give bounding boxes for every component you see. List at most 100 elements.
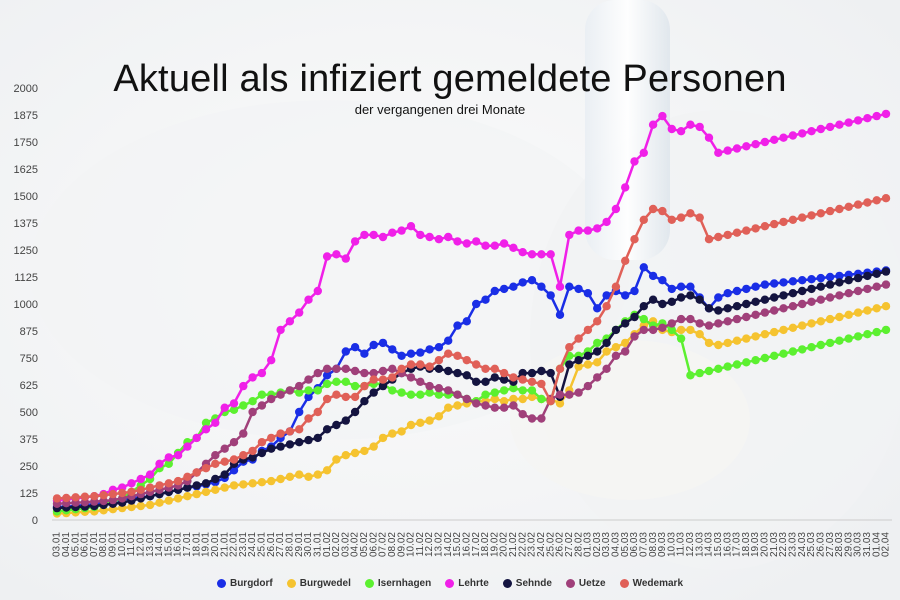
data-point-lehrte	[341, 254, 350, 263]
data-point-burgwedel	[751, 332, 760, 341]
data-point-burgdorf	[295, 407, 304, 417]
data-point-burgwedel	[732, 336, 742, 345]
data-point-burgwedel	[611, 343, 621, 352]
data-point-lehrte	[444, 232, 453, 242]
data-point-wedemark	[602, 302, 611, 311]
data-point-wedemark	[667, 215, 676, 224]
data-point-lehrte	[881, 109, 891, 119]
legend-label: Wedemark	[632, 578, 684, 589]
data-point-uetze	[723, 317, 732, 326]
data-point-isernhagen	[229, 405, 239, 414]
data-point-wedemark	[788, 215, 798, 224]
data-point-wedemark	[518, 375, 527, 384]
data-point-uetze	[853, 286, 863, 296]
data-point-sehnde	[583, 351, 593, 360]
data-point-wedemark	[630, 235, 639, 244]
data-point-lehrte	[136, 474, 145, 484]
x-tick-label: 31.01	[312, 532, 323, 557]
data-point-lehrte	[658, 111, 667, 121]
data-point-isernhagen	[770, 351, 779, 360]
data-point-burgwedel	[574, 362, 583, 371]
data-point-uetze	[332, 364, 341, 373]
data-point-uetze	[369, 368, 378, 378]
data-point-uetze	[239, 429, 248, 438]
data-point-lehrte	[472, 237, 481, 246]
data-point-lehrte	[416, 230, 425, 240]
data-point-burgdorf	[518, 278, 527, 287]
data-point-uetze	[285, 386, 295, 395]
data-point-lehrte	[751, 140, 760, 149]
x-tick-label: 25.03	[806, 532, 817, 557]
data-point-lehrte	[509, 243, 518, 252]
data-point-burgdorf	[676, 282, 686, 291]
legend-item-lehrte: Lehrte	[445, 578, 489, 589]
data-point-uetze	[499, 403, 509, 412]
x-tick-label: 08.03	[648, 532, 659, 557]
data-point-burgwedel	[593, 358, 602, 367]
data-point-uetze	[462, 394, 471, 404]
data-point-uetze	[751, 310, 760, 319]
y-tick-label: 1250	[14, 245, 38, 257]
data-point-burgdorf	[360, 349, 369, 358]
data-point-burgwedel	[555, 399, 565, 408]
data-point-wedemark	[52, 494, 62, 503]
data-point-burgwedel	[285, 472, 295, 481]
data-point-lehrte	[825, 122, 835, 132]
x-tick-label: 17.02	[471, 532, 482, 557]
x-tick-label: 19.03	[750, 532, 761, 557]
data-point-lehrte	[164, 453, 173, 462]
data-point-uetze	[322, 364, 332, 373]
data-point-lehrte	[388, 228, 397, 237]
x-tick-label: 02.03	[592, 532, 603, 557]
data-point-isernhagen	[350, 381, 360, 391]
data-point-lehrte	[211, 418, 220, 427]
data-point-burgdorf	[322, 371, 332, 380]
data-point-isernhagen	[425, 388, 434, 397]
data-point-wedemark	[779, 217, 788, 227]
data-point-sehnde	[807, 284, 816, 294]
x-tick-label: 11.01	[126, 532, 137, 557]
data-point-burgdorf	[742, 284, 751, 294]
data-point-burgwedel	[490, 394, 499, 404]
data-point-lehrte	[583, 226, 593, 235]
data-point-uetze	[714, 319, 723, 328]
data-point-burgwedel	[425, 416, 434, 425]
data-point-burgwedel	[173, 494, 183, 503]
data-point-uetze	[621, 347, 630, 356]
data-point-burgdorf	[621, 291, 630, 300]
legend-swatch	[286, 579, 296, 588]
data-point-uetze	[453, 390, 462, 399]
x-tick-label: 29.01	[294, 532, 305, 557]
data-point-lehrte	[518, 248, 527, 257]
x-tick-label: 13.02	[434, 532, 445, 557]
data-point-lehrte	[770, 135, 779, 144]
data-point-wedemark	[406, 360, 416, 369]
data-point-lehrte	[453, 237, 462, 246]
data-point-wedemark	[695, 213, 704, 222]
data-point-burgwedel	[220, 483, 229, 492]
x-tick-label: 20.03	[760, 532, 771, 557]
data-point-uetze	[742, 312, 751, 322]
data-point-isernhagen	[798, 345, 807, 354]
data-point-sehnde	[350, 407, 360, 417]
legend-swatch	[619, 579, 629, 588]
data-point-burgwedel	[499, 397, 509, 406]
y-tick-label: 2000	[14, 83, 38, 95]
data-point-uetze	[416, 377, 425, 386]
x-tick-label: 19.02	[489, 532, 500, 557]
data-point-uetze	[406, 373, 416, 382]
data-point-wedemark	[751, 224, 760, 233]
data-point-isernhagen	[714, 364, 723, 373]
data-point-sehnde	[798, 286, 807, 296]
data-point-lehrte	[816, 124, 825, 134]
x-tick-label: 12.02	[424, 532, 435, 557]
data-point-isernhagen	[844, 334, 853, 343]
data-point-isernhagen	[881, 325, 891, 335]
x-tick-label: 02.04	[881, 532, 892, 557]
data-point-wedemark	[434, 356, 444, 365]
data-point-lehrte	[173, 451, 183, 460]
data-point-burgwedel	[788, 323, 798, 332]
x-tick-label: 07.03	[638, 532, 649, 557]
data-point-sehnde	[434, 364, 444, 373]
data-point-wedemark	[239, 451, 248, 460]
